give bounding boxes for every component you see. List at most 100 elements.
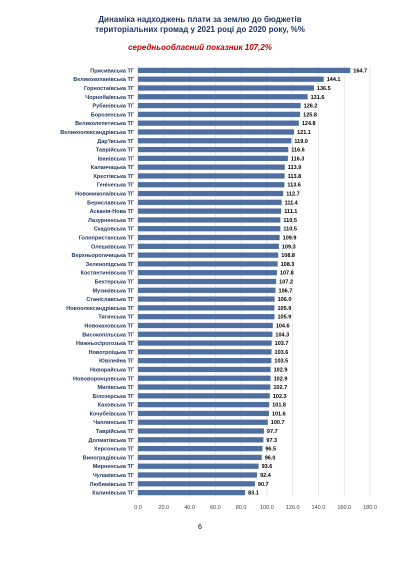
bar [138, 472, 258, 478]
category-label: Бехтерська ТГ [95, 280, 135, 286]
category-label: Великолепетиська ТГ [75, 121, 135, 127]
bar [138, 384, 271, 390]
category-label: Чаплинська ТГ [93, 420, 135, 426]
category-label: Рубанівська ТГ [92, 103, 134, 110]
value-label: 102.9 [274, 367, 288, 373]
value-label: 113.9 [288, 165, 301, 171]
x-tick-label: 20.0 [158, 505, 169, 511]
bar [138, 331, 273, 337]
value-label: 121.1 [297, 130, 311, 136]
bar [138, 226, 281, 232]
value-label: 131.6 [311, 95, 325, 101]
value-label: 124.8 [302, 121, 316, 127]
category-label: Виноградівська ТГ [83, 455, 135, 461]
bar [138, 428, 264, 434]
bar [138, 366, 271, 373]
category-labels: Присиваська ТГ Великокопанівська ТГ Горнос… [60, 68, 135, 496]
category-label: Нововоронцовська ТГ [73, 376, 135, 382]
value-label: 113.6 [287, 183, 300, 189]
value-label: 96.0 [265, 455, 276, 461]
category-label: Зеленопідська ТГ [86, 262, 135, 268]
value-label: 104.3 [275, 332, 289, 338]
bar [138, 278, 277, 285]
bar [138, 217, 281, 223]
value-label: 105.9 [277, 315, 291, 321]
category-label: Тягинська ТГ [98, 315, 135, 321]
bar [138, 287, 276, 293]
bar [138, 146, 289, 153]
chart-title-line-2: територіальних громад у 2021 році до 202… [95, 25, 305, 34]
value-label: 110.5 [283, 218, 296, 224]
bar [138, 261, 278, 267]
category-label: Каховська ТГ [98, 403, 135, 409]
category-label: Олешківська ТГ [91, 244, 135, 250]
category-label: Чорнобаївська ТГ [85, 94, 135, 101]
value-label: 102.3 [273, 394, 287, 400]
value-label: 102.9 [274, 376, 288, 382]
category-label: Калинівська ТГ [92, 491, 135, 497]
category-label: Любимівська ТГ [90, 481, 135, 488]
x-tick-label: 60.0 [210, 505, 221, 511]
category-label: Чулаківська ТГ [93, 473, 135, 479]
category-label: Іванівська ТГ [98, 156, 135, 162]
bar [138, 155, 288, 161]
bar [138, 182, 285, 188]
value-label: 97.3 [266, 438, 277, 444]
value-label: 106.7 [279, 288, 293, 294]
value-label: 116.3 [291, 156, 304, 162]
category-label: Новомиколаївська ТГ [75, 192, 135, 198]
category-label: Нижньосірогозька ТГ [76, 341, 135, 347]
category-label: Присиваська ТГ [90, 68, 135, 74]
x-tick-label: 0.0 [134, 505, 142, 511]
x-tick-label: 180.0 [363, 505, 377, 511]
category-label: Великоолександрівська ТГ [60, 130, 135, 136]
category-label: Великокопанівська ТГ [73, 77, 135, 83]
bar [138, 85, 314, 91]
x-tick-label: 100.0 [260, 505, 274, 511]
bar [138, 252, 279, 258]
value-label: 107.2 [279, 280, 293, 286]
bars [138, 67, 351, 496]
value-label: 108.8 [281, 253, 295, 259]
value-label: 100.7 [271, 420, 285, 426]
bar [138, 94, 308, 100]
category-label: Таврійська ТГ [96, 147, 135, 154]
value-label: 103.7 [275, 341, 289, 347]
category-label: Горностаївська ТГ [84, 86, 135, 92]
bar [138, 454, 262, 461]
category-label: Новокаховська ТГ [84, 323, 134, 329]
category-label: Мирненська ТГ [93, 464, 135, 470]
value-label: 93.6 [262, 464, 273, 470]
bar [138, 270, 277, 276]
category-label: Херсонська ТГ [94, 447, 135, 453]
value-label: 102.7 [273, 385, 287, 391]
value-label: 83.1 [248, 491, 259, 497]
value-label: 136.5 [317, 86, 331, 92]
value-label: 96.5 [265, 447, 276, 453]
bar [138, 349, 272, 355]
bar [138, 481, 255, 487]
bar [138, 190, 284, 197]
value-label: 116.6 [291, 148, 304, 154]
bar [138, 437, 264, 443]
bar [138, 111, 301, 118]
bar [138, 120, 299, 126]
value-label: 106.0 [278, 297, 292, 303]
value-label: 109.9 [283, 236, 297, 242]
value-label: 125.8 [303, 112, 317, 118]
x-axis: 0.0 20.0 40.0 60.0 80.0 100.0 120.0 140.0 160.0 1… [134, 505, 377, 511]
bar [138, 243, 279, 249]
value-label: 92.4 [260, 473, 272, 479]
category-label: Новотроїцька ТГ [89, 350, 135, 356]
category-label: Бериславська ТГ [87, 200, 135, 206]
bar [138, 129, 295, 135]
value-label: 105.9 [277, 306, 291, 312]
page-number: 6 [198, 524, 202, 531]
value-label: 111.4 [285, 200, 299, 206]
x-tick-label: 140.0 [312, 505, 326, 511]
bar [138, 340, 272, 346]
bar [138, 208, 282, 214]
category-label: Долматівська ТГ [89, 438, 135, 444]
bar [138, 489, 246, 496]
